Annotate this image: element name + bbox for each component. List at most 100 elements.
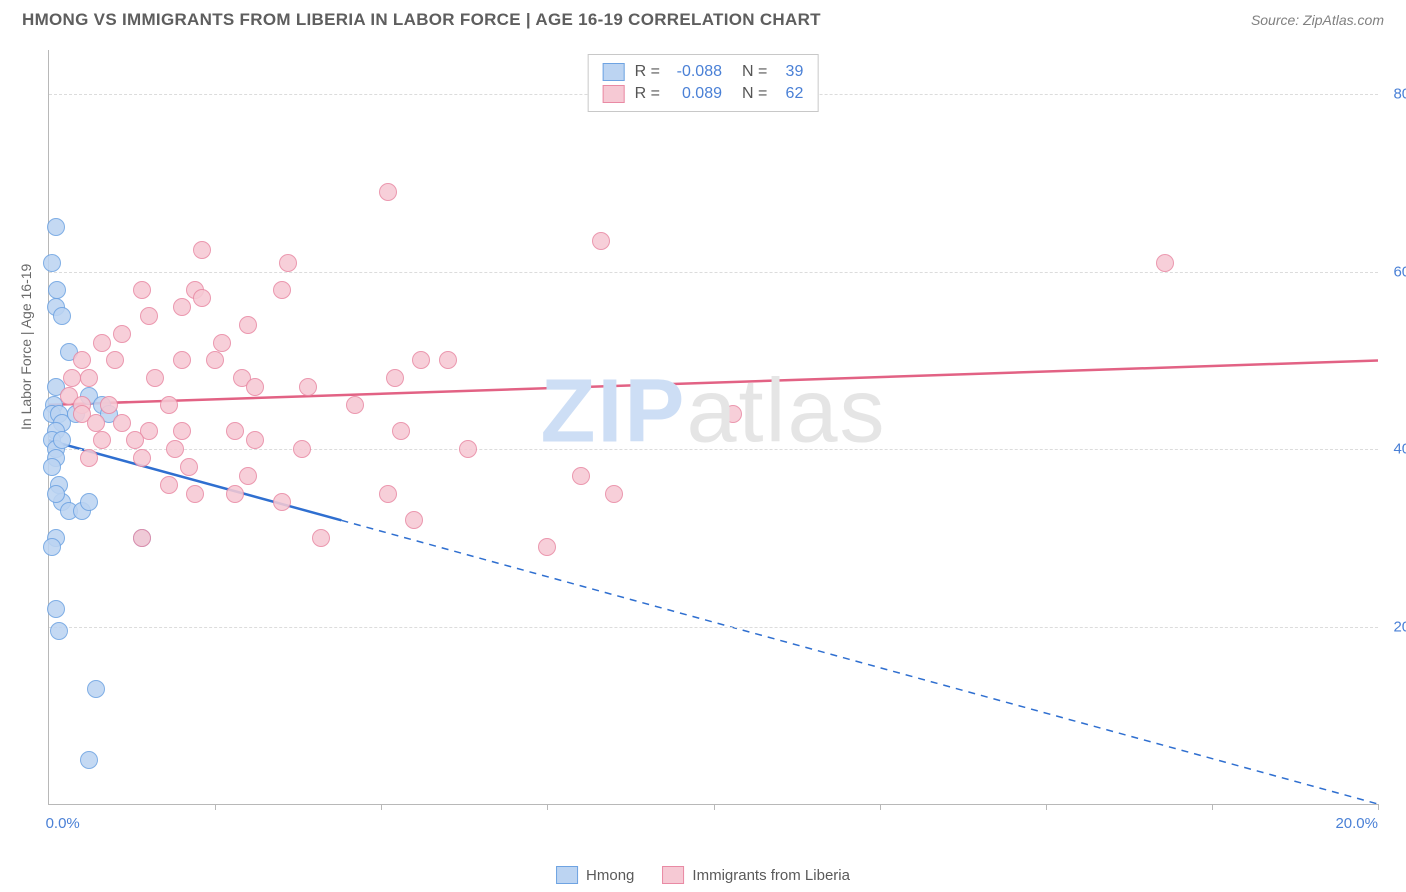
data-point-liberia — [93, 431, 111, 449]
data-point-liberia — [93, 334, 111, 352]
data-point-liberia — [173, 298, 191, 316]
data-point-liberia — [592, 232, 610, 250]
legend-swatch-hmong — [556, 866, 578, 884]
data-point-liberia — [126, 431, 144, 449]
r-label: R = — [635, 63, 660, 81]
data-point-liberia — [73, 351, 91, 369]
data-point-liberia — [206, 351, 224, 369]
legend-swatch-liberia — [603, 85, 625, 103]
data-point-hmong — [47, 218, 65, 236]
data-point-liberia — [106, 351, 124, 369]
y-axis-label: In Labor Force | Age 16-19 — [18, 264, 34, 430]
data-point-hmong — [43, 254, 61, 272]
data-point-liberia — [273, 281, 291, 299]
legend-swatch-hmong — [603, 63, 625, 81]
data-point-liberia — [87, 414, 105, 432]
data-point-liberia — [226, 485, 244, 503]
data-point-hmong — [43, 458, 61, 476]
x-tick-mark — [547, 804, 548, 810]
data-point-liberia — [173, 422, 191, 440]
x-tick-mark — [1212, 804, 1213, 810]
gridline — [49, 627, 1378, 628]
data-point-liberia — [146, 369, 164, 387]
r-label: R = — [635, 85, 660, 103]
data-point-liberia — [140, 307, 158, 325]
data-point-liberia — [386, 369, 404, 387]
x-tick-mark — [1046, 804, 1047, 810]
legend-row-hmong: R = -0.088 N = 39 — [603, 61, 804, 83]
data-point-liberia — [405, 511, 423, 529]
data-point-liberia — [1156, 254, 1174, 272]
data-point-hmong — [53, 431, 71, 449]
data-point-liberia — [166, 440, 184, 458]
data-point-liberia — [412, 351, 430, 369]
correlation-legend: R = -0.088 N = 39 R = 0.089 N = 62 — [588, 54, 819, 112]
data-point-liberia — [239, 316, 257, 334]
data-point-hmong — [50, 622, 68, 640]
gridline — [49, 449, 1378, 450]
data-point-liberia — [160, 396, 178, 414]
data-point-liberia — [392, 422, 410, 440]
data-point-liberia — [239, 467, 257, 485]
data-point-liberia — [63, 369, 81, 387]
r-value-hmong: -0.088 — [670, 63, 722, 81]
series-legend: Hmong Immigrants from Liberia — [556, 866, 850, 884]
data-point-liberia — [100, 396, 118, 414]
data-point-liberia — [226, 422, 244, 440]
data-point-liberia — [193, 241, 211, 259]
data-point-liberia — [133, 449, 151, 467]
x-tick-mark — [215, 804, 216, 810]
data-point-liberia — [213, 334, 231, 352]
data-point-hmong — [43, 538, 61, 556]
data-point-hmong — [87, 680, 105, 698]
data-point-liberia — [173, 351, 191, 369]
chart-title: HMONG VS IMMIGRANTS FROM LIBERIA IN LABO… — [22, 10, 821, 30]
trend-lines — [49, 50, 1378, 804]
data-point-liberia — [246, 431, 264, 449]
data-point-liberia — [312, 529, 330, 547]
x-tick-label: 20.0% — [1335, 815, 1378, 832]
x-tick-mark — [381, 804, 382, 810]
data-point-liberia — [133, 529, 151, 547]
gridline — [49, 272, 1378, 273]
n-value-liberia: 62 — [777, 85, 803, 103]
legend-item-hmong: Hmong — [556, 866, 634, 884]
legend-row-liberia: R = 0.089 N = 62 — [603, 83, 804, 105]
data-point-liberia — [80, 449, 98, 467]
n-value-hmong: 39 — [777, 63, 803, 81]
r-value-liberia: 0.089 — [670, 85, 722, 103]
data-point-hmong — [53, 307, 71, 325]
data-point-liberia — [160, 476, 178, 494]
data-point-liberia — [193, 289, 211, 307]
data-point-liberia — [538, 538, 556, 556]
data-point-liberia — [346, 396, 364, 414]
watermark-part1: ZIP — [540, 361, 686, 461]
data-point-liberia — [180, 458, 198, 476]
data-point-hmong — [80, 493, 98, 511]
x-tick-mark — [1378, 804, 1379, 810]
data-point-liberia — [273, 493, 291, 511]
data-point-liberia — [379, 183, 397, 201]
y-tick-label: 20.0% — [1384, 618, 1406, 635]
x-tick-mark — [880, 804, 881, 810]
x-tick-mark — [714, 804, 715, 810]
data-point-hmong — [48, 281, 66, 299]
y-tick-label: 80.0% — [1384, 86, 1406, 103]
data-point-hmong — [80, 751, 98, 769]
legend-item-liberia: Immigrants from Liberia — [662, 866, 850, 884]
data-point-liberia — [113, 414, 131, 432]
data-point-liberia — [572, 467, 590, 485]
y-tick-label: 60.0% — [1384, 263, 1406, 280]
legend-label-liberia: Immigrants from Liberia — [692, 867, 850, 884]
data-point-liberia — [724, 405, 742, 423]
data-point-liberia — [459, 440, 477, 458]
data-point-liberia — [246, 378, 264, 396]
y-tick-label: 40.0% — [1384, 441, 1406, 458]
data-point-liberia — [133, 281, 151, 299]
data-point-liberia — [186, 485, 204, 503]
data-point-liberia — [293, 440, 311, 458]
data-point-hmong — [47, 485, 65, 503]
legend-swatch-liberia — [662, 866, 684, 884]
data-point-liberia — [439, 351, 457, 369]
data-point-liberia — [80, 369, 98, 387]
